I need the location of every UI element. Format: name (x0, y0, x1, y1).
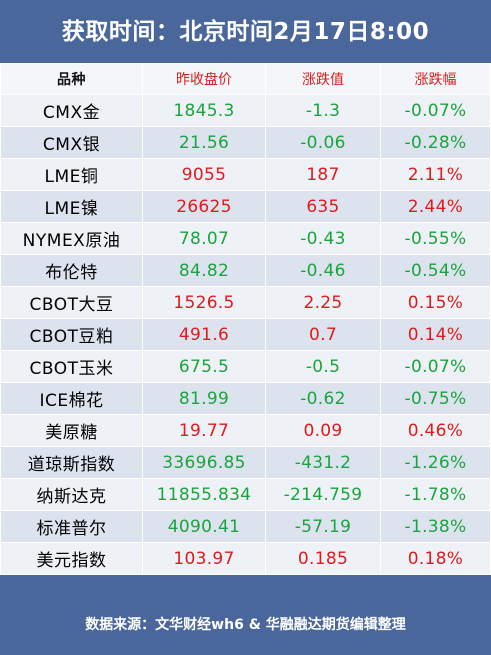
page-title: 获取时间：北京时间2月17日8:00 (0, 0, 491, 58)
row-name: 道琼斯指数 (0, 446, 143, 479)
row-change: 2.25 (265, 286, 381, 319)
table-row: LME镍 26625 635 2.44% (0, 190, 491, 223)
row-name: LME铜 (0, 158, 143, 191)
row-close: 19.77 (142, 414, 266, 447)
row-change: 187 (265, 158, 381, 191)
row-close: 26625 (142, 190, 266, 223)
row-change: -0.5 (265, 350, 381, 383)
row-close: 9055 (142, 158, 266, 191)
row-name: CBOT豆粕 (0, 318, 143, 351)
table-row: 布伦特 84.82 -0.46 -0.54% (0, 254, 491, 287)
row-name: CMX银 (0, 126, 143, 159)
column-header-change: 涨跌值 (265, 63, 381, 95)
row-name: 标准普尔 (0, 510, 143, 543)
quote-table: 品种 昨收盘价 涨跌值 涨跌幅 CMX金 1845.3 -1.3 -0.07% CMX银… (0, 63, 491, 575)
row-close: 1526.5 (142, 286, 266, 319)
row-name: 布伦特 (0, 254, 143, 287)
row-close: 675.5 (142, 350, 266, 383)
row-pct: 0.14% (380, 318, 491, 351)
source-footer: 数据来源：文华财经wh6 & 华融融达期货编辑整理 (0, 592, 491, 655)
row-pct: -0.54% (380, 254, 491, 287)
row-close: 491.6 (142, 318, 266, 351)
row-change: -0.46 (265, 254, 381, 287)
row-pct: 2.11% (380, 158, 491, 191)
row-name: 纳斯达克 (0, 478, 143, 511)
row-pct: -1.38% (380, 510, 491, 543)
row-change: -1.3 (265, 94, 381, 127)
row-pct: 2.44% (380, 190, 491, 223)
table-row: ICE棉花 81.99 -0.62 -0.75% (0, 382, 491, 415)
table-row: CMX银 21.56 -0.06 -0.28% (0, 126, 491, 159)
row-name: CMX金 (0, 94, 143, 127)
row-pct: -0.07% (380, 94, 491, 127)
row-pct: -0.07% (380, 350, 491, 383)
row-name: CBOT大豆 (0, 286, 143, 319)
row-pct: 0.18% (380, 542, 491, 575)
row-name: LME镍 (0, 190, 143, 223)
table-row: 道琼斯指数 33696.85 -431.2 -1.26% (0, 446, 491, 479)
row-change: 0.09 (265, 414, 381, 447)
row-close: 33696.85 (142, 446, 266, 479)
row-pct: -0.75% (380, 382, 491, 415)
row-change: -0.06 (265, 126, 381, 159)
row-change: -431.2 (265, 446, 381, 479)
table-row: CMX金 1845.3 -1.3 -0.07% (0, 94, 491, 127)
table-row: CBOT大豆 1526.5 2.25 0.15% (0, 286, 491, 319)
row-pct: 0.46% (380, 414, 491, 447)
table-row: CBOT豆粕 491.6 0.7 0.14% (0, 318, 491, 351)
row-close: 78.07 (142, 222, 266, 255)
row-change: 635 (265, 190, 381, 223)
table-row: 标准普尔 4090.41 -57.19 -1.38% (0, 510, 491, 543)
row-change: -0.62 (265, 382, 381, 415)
column-header-name: 品种 (0, 63, 143, 95)
row-change: -57.19 (265, 510, 381, 543)
row-pct: -1.26% (380, 446, 491, 479)
column-header-close: 昨收盘价 (142, 63, 266, 95)
table-row: LME铜 9055 187 2.11% (0, 158, 491, 191)
row-close: 4090.41 (142, 510, 266, 543)
divider (0, 58, 491, 63)
row-close: 103.97 (142, 542, 266, 575)
row-close: 1845.3 (142, 94, 266, 127)
table-row: NYMEX原油 78.07 -0.43 -0.55% (0, 222, 491, 255)
row-name: CBOT玉米 (0, 350, 143, 383)
table-row: 美原糖 19.77 0.09 0.46% (0, 414, 491, 447)
row-name: 美元指数 (0, 542, 143, 575)
row-change: 0.185 (265, 542, 381, 575)
row-pct: -0.28% (380, 126, 491, 159)
row-pct: -1.78% (380, 478, 491, 511)
row-name: ICE棉花 (0, 382, 143, 415)
table-header-row: 品种 昨收盘价 涨跌值 涨跌幅 (0, 63, 491, 95)
row-pct: 0.15% (380, 286, 491, 319)
row-change: 0.7 (265, 318, 381, 351)
row-pct: -0.55% (380, 222, 491, 255)
row-name: 美原糖 (0, 414, 143, 447)
row-name: NYMEX原油 (0, 222, 143, 255)
row-change: -0.43 (265, 222, 381, 255)
column-header-pct: 涨跌幅 (380, 63, 491, 95)
table-row: 纳斯达克 11855.834 -214.759 -1.78% (0, 478, 491, 511)
table-row: CBOT玉米 675.5 -0.5 -0.07% (0, 350, 491, 383)
table-row: 美元指数 103.97 0.185 0.18% (0, 542, 491, 575)
row-change: -214.759 (265, 478, 381, 511)
row-close: 21.56 (142, 126, 266, 159)
row-close: 11855.834 (142, 478, 266, 511)
row-close: 81.99 (142, 382, 266, 415)
row-close: 84.82 (142, 254, 266, 287)
